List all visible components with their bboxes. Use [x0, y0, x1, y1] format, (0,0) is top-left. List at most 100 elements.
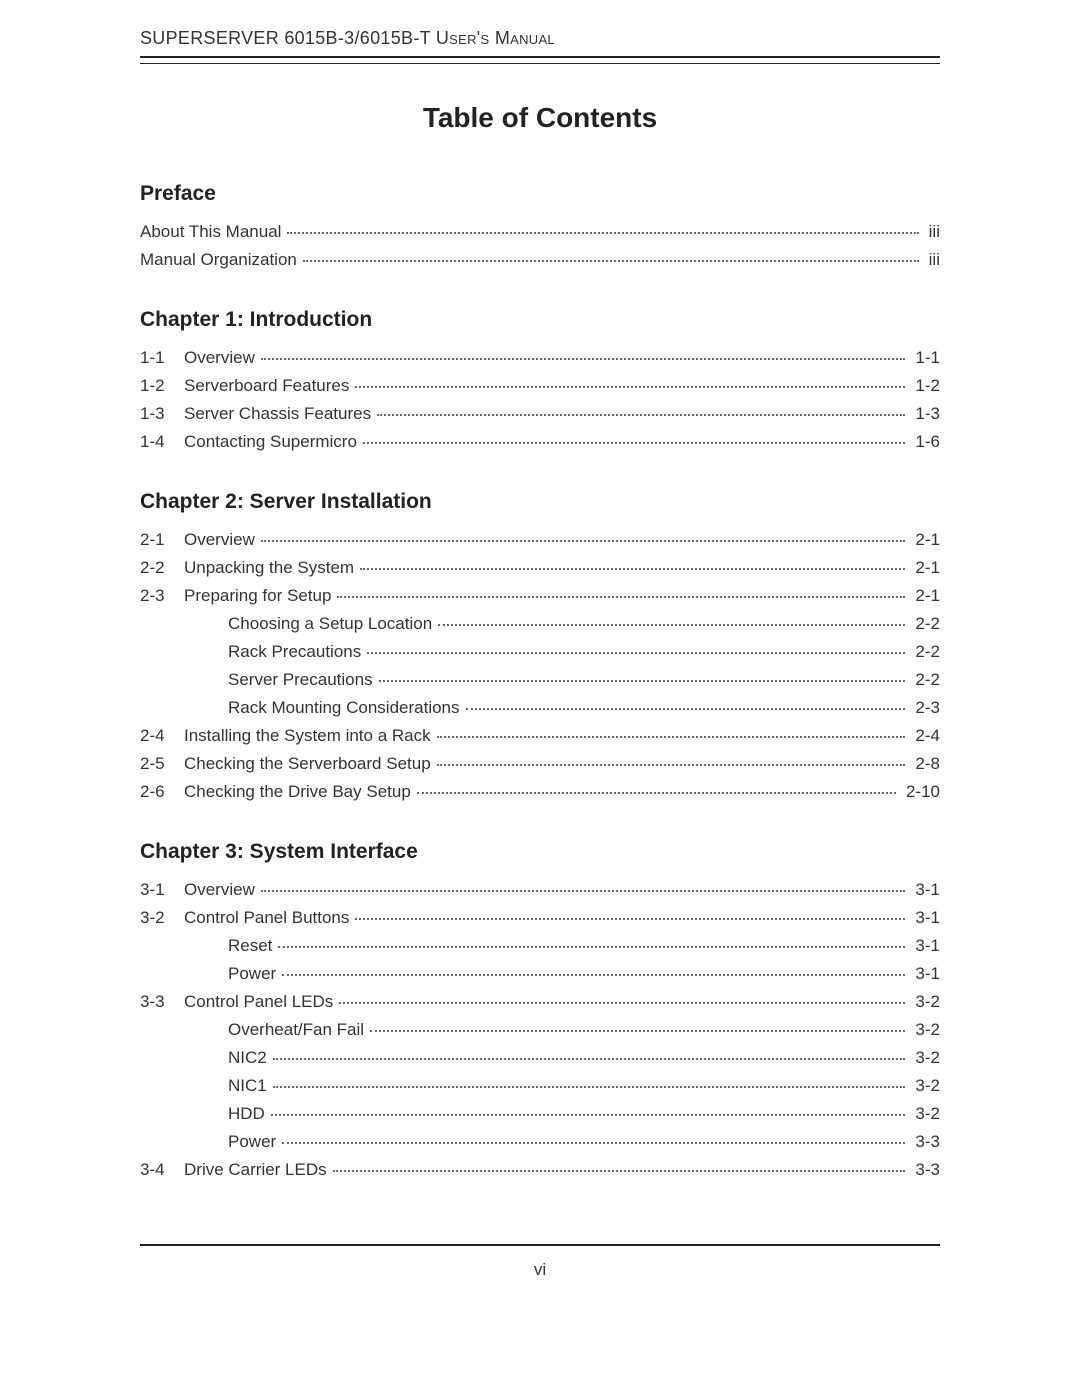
toc-entry: Power3-3	[140, 1128, 940, 1156]
toc-entry: Manual Organization iii	[140, 246, 940, 274]
section-heading: Chapter 3: System Interface	[140, 840, 940, 864]
leader-dots	[367, 651, 905, 654]
entry-label: Overview	[184, 344, 255, 372]
entry-number: 2-2	[140, 554, 184, 582]
leader-dots	[377, 413, 905, 416]
toc-entry: 2-4Installing the System into a Rack2-4	[140, 722, 940, 750]
entry-label: HDD	[140, 1100, 265, 1128]
toc-entry: NIC23-2	[140, 1044, 940, 1072]
entry-page: 2-2	[911, 638, 940, 666]
entry-page: 3-2	[911, 1044, 940, 1072]
leader-dots	[363, 441, 906, 444]
toc-section: PrefaceAbout This ManualiiiManual Organi…	[140, 182, 940, 274]
toc-body: PrefaceAbout This ManualiiiManual Organi…	[140, 182, 940, 1184]
toc-entry: 3-1Overview3-1	[140, 876, 940, 904]
entry-page: iii	[925, 246, 940, 274]
entry-label: About This Manual	[140, 218, 281, 246]
entry-label: Manual Organization	[140, 246, 297, 274]
leader-dots	[282, 1141, 905, 1144]
toc-entry: Reset3-1	[140, 932, 940, 960]
entry-label: Control Panel LEDs	[184, 988, 333, 1016]
toc-entry: Rack Precautions 2-2	[140, 638, 940, 666]
toc-entry: Power 3-1	[140, 960, 940, 988]
page: SUPERSERVER 6015B-3/6015B-T User's Manua…	[0, 0, 1080, 1397]
entry-number: 3-4	[140, 1156, 184, 1184]
entry-label: Overview	[184, 526, 255, 554]
entry-label: Server Chassis Features	[184, 400, 371, 428]
entry-page: 2-1	[911, 554, 940, 582]
toc-entry: 3-2Control Panel Buttons3-1	[140, 904, 940, 932]
leader-dots	[417, 791, 896, 794]
entry-label: Overview	[184, 876, 255, 904]
leader-dots	[261, 889, 906, 892]
entry-page: 2-10	[902, 778, 940, 806]
toc-section: Chapter 3: System Interface3-1Overview3-…	[140, 840, 940, 1184]
entry-number: 2-6	[140, 778, 184, 806]
toc-entry: 1-3Server Chassis Features1-3	[140, 400, 940, 428]
leader-dots	[355, 385, 905, 388]
toc-entry: 3-3Control Panel LEDs3-2	[140, 988, 940, 1016]
entry-label: Reset	[140, 932, 272, 960]
entry-page: 3-3	[911, 1156, 940, 1184]
toc-entry: Choosing a Setup Location2-2	[140, 610, 940, 638]
toc-section: Chapter 2: Server Installation 2-1 Overvie…	[140, 490, 940, 806]
leader-dots	[271, 1113, 906, 1116]
section-heading: Chapter 2: Server Installation	[140, 490, 940, 514]
entry-page: 2-4	[911, 722, 940, 750]
entry-page: 2-8	[911, 750, 940, 778]
entry-page: 3-2	[911, 1100, 940, 1128]
toc-entry: Server Precautions 2-2	[140, 666, 940, 694]
entry-page: 2-1	[911, 526, 940, 554]
leader-dots	[278, 945, 905, 948]
leader-dots	[466, 707, 906, 710]
header-double-rule	[140, 56, 940, 64]
toc-entry: 2-2Unpacking the System2-1	[140, 554, 940, 582]
entry-label: Rack Precautions	[140, 638, 361, 666]
leader-dots	[337, 595, 905, 598]
toc-entry: 1-2Serverboard Features1-2	[140, 372, 940, 400]
leader-dots	[437, 763, 906, 766]
entry-page: 1-3	[911, 400, 940, 428]
entry-page: 3-3	[911, 1128, 940, 1156]
page-title: Table of Contents	[140, 102, 940, 134]
entry-label: Overheat/Fan Fail	[140, 1016, 364, 1044]
entry-page: 3-1	[911, 904, 940, 932]
toc-entry: 2-6Checking the Drive Bay Setup 2-10	[140, 778, 940, 806]
entry-page: 2-2	[911, 610, 940, 638]
page-number: vi	[140, 1260, 940, 1280]
leader-dots	[355, 917, 905, 920]
entry-number: 3-3	[140, 988, 184, 1016]
entry-page: 2-2	[911, 666, 940, 694]
leader-dots	[360, 567, 905, 570]
entry-label: Power	[140, 960, 276, 988]
leader-dots	[379, 679, 906, 682]
entry-label: Rack Mounting Considerations	[140, 694, 460, 722]
entry-label: Checking the Serverboard Setup	[184, 750, 431, 778]
entry-label: Control Panel Buttons	[184, 904, 349, 932]
entry-number: 1-3	[140, 400, 184, 428]
leader-dots	[438, 623, 905, 626]
entry-label: Checking the Drive Bay Setup	[184, 778, 411, 806]
entry-number: 2-4	[140, 722, 184, 750]
entry-label: NIC1	[140, 1072, 267, 1100]
entry-number: 1-4	[140, 428, 184, 456]
toc-entry: HDD 3-2	[140, 1100, 940, 1128]
leader-dots	[303, 259, 919, 262]
entry-number: 2-3	[140, 582, 184, 610]
entry-page: 1-1	[911, 344, 940, 372]
toc-entry: NIC1 3-2	[140, 1072, 940, 1100]
entry-label: Server Precautions	[140, 666, 373, 694]
toc-entry: 2-5Checking the Serverboard Setup2-8	[140, 750, 940, 778]
toc-entry: About This Manual iii	[140, 218, 940, 246]
entry-page: 3-2	[911, 1072, 940, 1100]
toc-entry: 1-1Overview1-1	[140, 344, 940, 372]
entry-label: Serverboard Features	[184, 372, 349, 400]
running-header: SUPERSERVER 6015B-3/6015B-T User's Manua…	[140, 28, 940, 49]
entry-number: 1-2	[140, 372, 184, 400]
entry-page: iii	[925, 218, 940, 246]
leader-dots	[370, 1029, 905, 1032]
entry-page: 1-6	[911, 428, 940, 456]
entry-page: 3-1	[911, 960, 940, 988]
toc-entry: 1-4Contacting Supermicro1-6	[140, 428, 940, 456]
toc-entry: 2-1Overview2-1	[140, 526, 940, 554]
